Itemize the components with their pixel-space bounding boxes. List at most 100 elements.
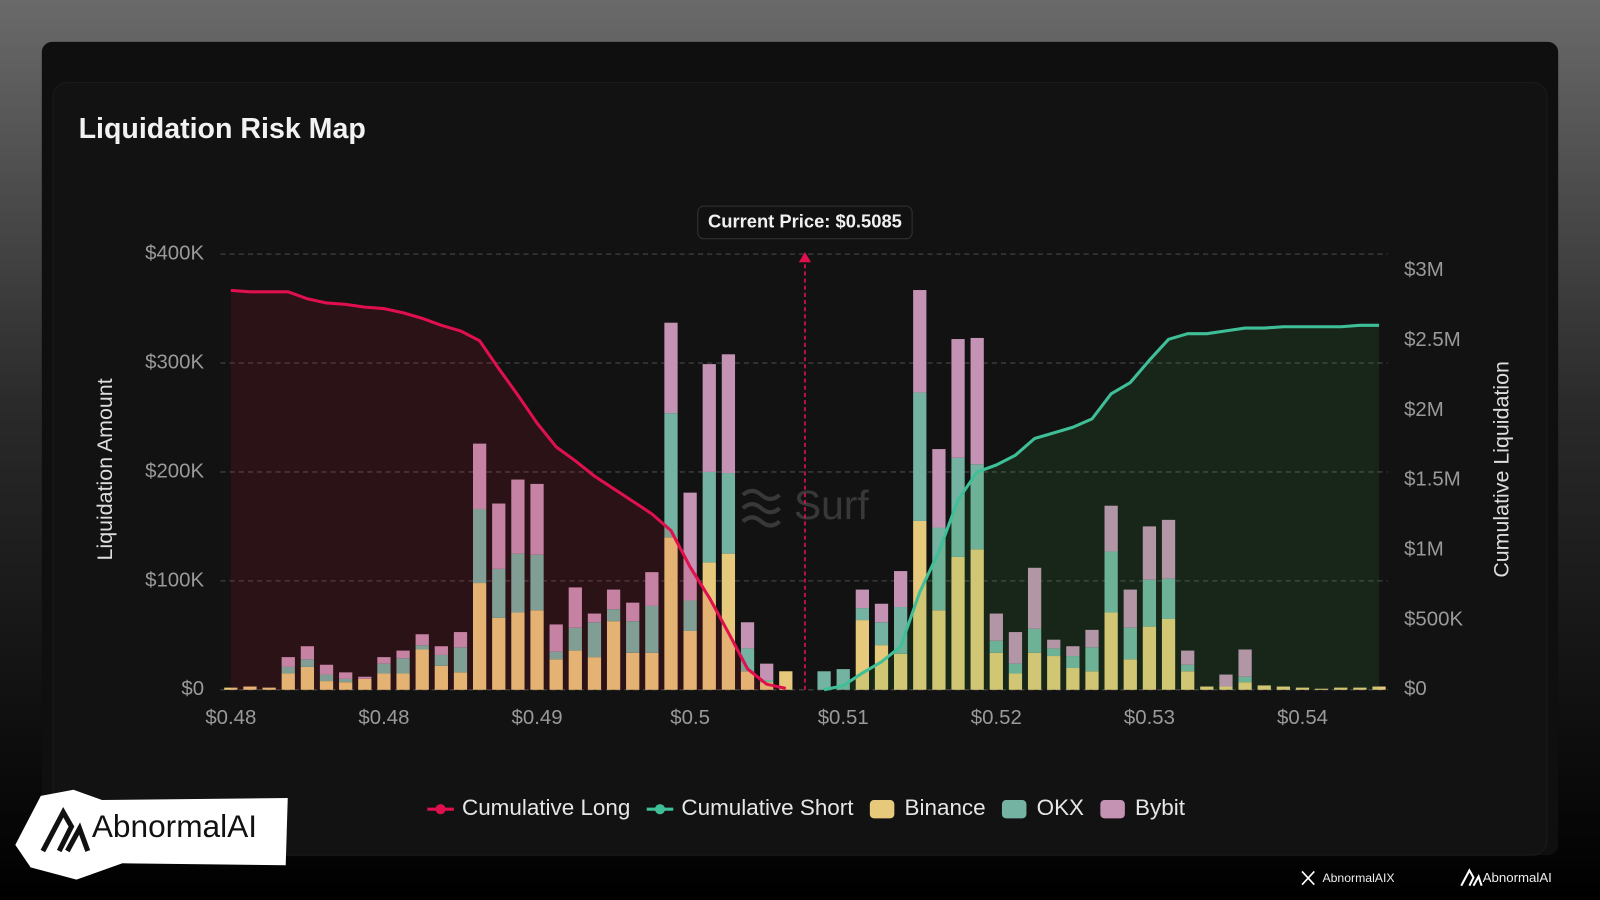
bar-segment [300,666,315,690]
y-tick-label: $0 [181,678,204,700]
bar-segment [587,622,602,658]
bar-segment [415,645,429,650]
bar-segment [626,621,640,653]
y2-tick-label: $3M [1404,259,1444,281]
bar-segment [913,520,927,690]
bar-segment [377,663,391,674]
bar-segment [913,392,927,521]
bar-segment [1066,646,1080,657]
bar-segment [855,589,869,609]
bar-segment [587,657,602,690]
bar-segment [1353,687,1367,690]
watermark-icon [741,488,781,528]
bar-segment [1085,671,1099,690]
bar-segment [1161,618,1176,690]
bar-segment [568,650,582,690]
bar-segment [1008,673,1023,690]
bar-segment [492,568,506,618]
bar-segment [1372,686,1386,690]
watermark: Surf [741,482,869,528]
bar-segment [1104,505,1118,552]
bar-segment [913,290,927,393]
bar-segment [300,646,315,660]
bar-segment [1085,629,1099,648]
bar-segment [1142,579,1157,627]
bar-segment [874,645,889,690]
bar-segment [319,664,334,675]
bar-segment [1238,676,1252,683]
bar-segment [626,652,640,690]
bar-segment [1142,626,1157,690]
bar-segment [1085,647,1099,672]
y-axis-title: Liquidation Amount [93,378,117,560]
plot: $0 $100K $200K $300K $400K $0 $500K $1M $1.5M $2M… [145,205,1463,729]
bar-segment [1123,589,1137,628]
watermark-text: Surf [794,482,869,528]
bar-segment [683,630,697,690]
bar-segment [472,443,487,509]
legend-swatch [1001,800,1027,819]
y-tick-label: $100K [145,569,204,591]
bar-segment [568,627,582,651]
cumulative-area [230,290,786,690]
current-price-arrow [798,252,812,263]
footer-logo: AbnormalAI [1483,870,1552,885]
bar-segment [1181,671,1195,690]
bar-segment [721,553,736,690]
bar-segment [472,583,487,690]
y-tick-label: $200K [145,460,204,482]
bar-segment [951,457,965,557]
cumulative-line [823,323,1380,692]
bar-segment [492,617,506,690]
cumulative-area [824,325,1380,690]
x-handle: AbnormalAIX [1322,871,1394,885]
bar-segment [1008,632,1023,664]
bar-segment [951,556,965,690]
bar-segment [989,613,1003,641]
x-tick-label: $0.48 [205,707,256,729]
bar-segment [1104,551,1118,613]
y-tick-label: $300K [145,351,204,373]
bar-segment [1295,687,1310,690]
y-tick-label: $400K [145,242,204,264]
bar-segment [281,673,295,690]
logo-text: AbnormalAI [92,808,257,844]
bar-segment [664,537,678,690]
y2-axis-title: Cumulative Liquidation [1490,361,1514,578]
bar-segment [434,646,448,655]
bar-segment [970,337,984,465]
bar-segment [951,339,965,458]
bar-segment [243,686,257,690]
bar-segment [453,672,468,690]
legend-swatch [1100,800,1125,819]
bar-segment [1047,656,1061,690]
bar-segment [1315,688,1329,690]
bar-segment [1047,639,1061,649]
bar-segment [1066,656,1080,669]
y2-tick-label: $1M [1404,539,1444,561]
bar-segment [874,622,889,646]
bar-segment [396,658,410,674]
chart-title: Liquidation Risk Map [79,113,366,145]
x-tick-label: $0.49 [512,707,563,729]
bar-segment [1276,686,1291,690]
bar-segment [817,671,831,690]
legend-label: OKX [1037,795,1084,820]
bar-segment [396,650,410,659]
bar-segment [1238,682,1252,690]
legend-label: Bybit [1135,795,1186,820]
bar-segment [894,653,908,690]
bar-segment [626,602,640,622]
bar-segment [1123,627,1137,660]
footer-logo-icon [1460,868,1483,887]
bar-segment [1238,649,1252,677]
bar-segment [300,659,315,667]
bar-segment [549,624,563,652]
bar-segment [760,679,774,683]
bar-segment [779,671,793,690]
bar-segment [549,651,563,660]
bar-segment [492,503,506,569]
legend-item: OKX [1001,795,1084,820]
current-price-box [697,205,913,240]
